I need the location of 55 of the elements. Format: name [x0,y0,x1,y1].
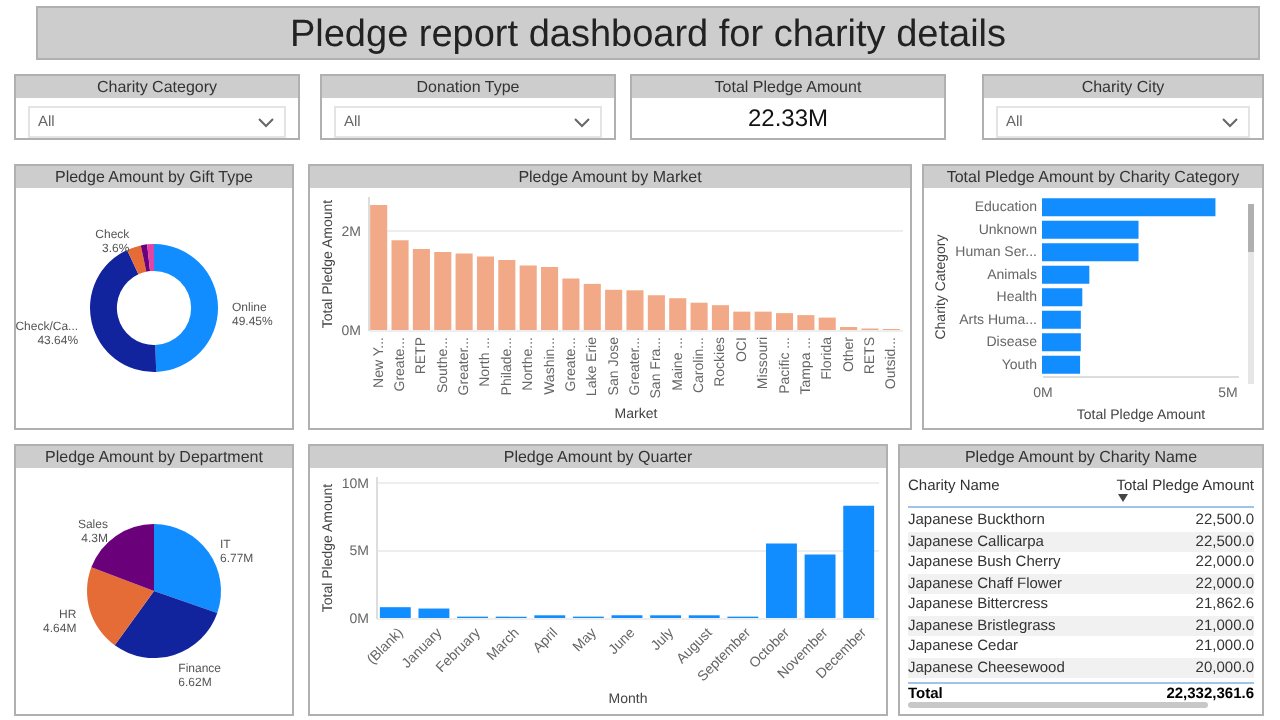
bar [541,266,559,330]
bar [733,311,751,330]
bar [519,265,537,330]
donut-slice [140,244,151,272]
bar [418,608,450,618]
bar [1042,333,1081,352]
text: Charity City [984,76,1262,98]
donut-slice [147,244,154,272]
bar [434,252,452,330]
text: Total Pledge Amount [632,76,944,98]
bar [476,256,495,330]
pie-slice [154,524,221,613]
text: Donation Type [322,76,614,98]
bar [804,554,836,618]
bar [843,505,875,618]
bar [605,289,623,330]
bar [1042,265,1090,284]
donut-slice [90,249,157,372]
bar [583,283,601,330]
bar [1042,310,1081,329]
bar [1042,288,1083,307]
bar [775,313,794,330]
bar [412,249,430,330]
bar [626,290,644,330]
donut-slice [154,244,218,372]
chart-title: Pledge Amount by Market [310,166,910,188]
text: Charity Category [16,76,298,98]
bar [498,260,516,330]
bar [1042,220,1139,239]
bar [1042,243,1139,262]
chart-title: Pledge Amount by Quarter [310,446,886,468]
pie-slice [114,591,218,658]
bar [1042,198,1216,217]
text: 22.33M [745,102,831,136]
bar [690,302,708,330]
chart-title: Pledge Amount by Department [16,446,292,468]
pie-slice [87,567,154,646]
bar [711,305,729,330]
donut-slice [127,245,147,275]
bar [766,543,797,618]
text: Pledge Amount by Charity Name [900,446,1262,468]
chart-title: Total Pledge Amount by Charity Category [924,166,1262,188]
bar [797,315,815,330]
bar [379,607,411,618]
bar [647,295,665,330]
bar [455,253,473,330]
bar [391,240,409,330]
bar [669,298,687,330]
bar [562,278,580,330]
bar [370,204,388,330]
bar [1042,355,1081,374]
chart-title: Pledge Amount by Gift Type [16,166,292,188]
bar [754,311,772,330]
text: Pledge report dashboard for charity details [38,8,1258,58]
bar [818,317,836,330]
